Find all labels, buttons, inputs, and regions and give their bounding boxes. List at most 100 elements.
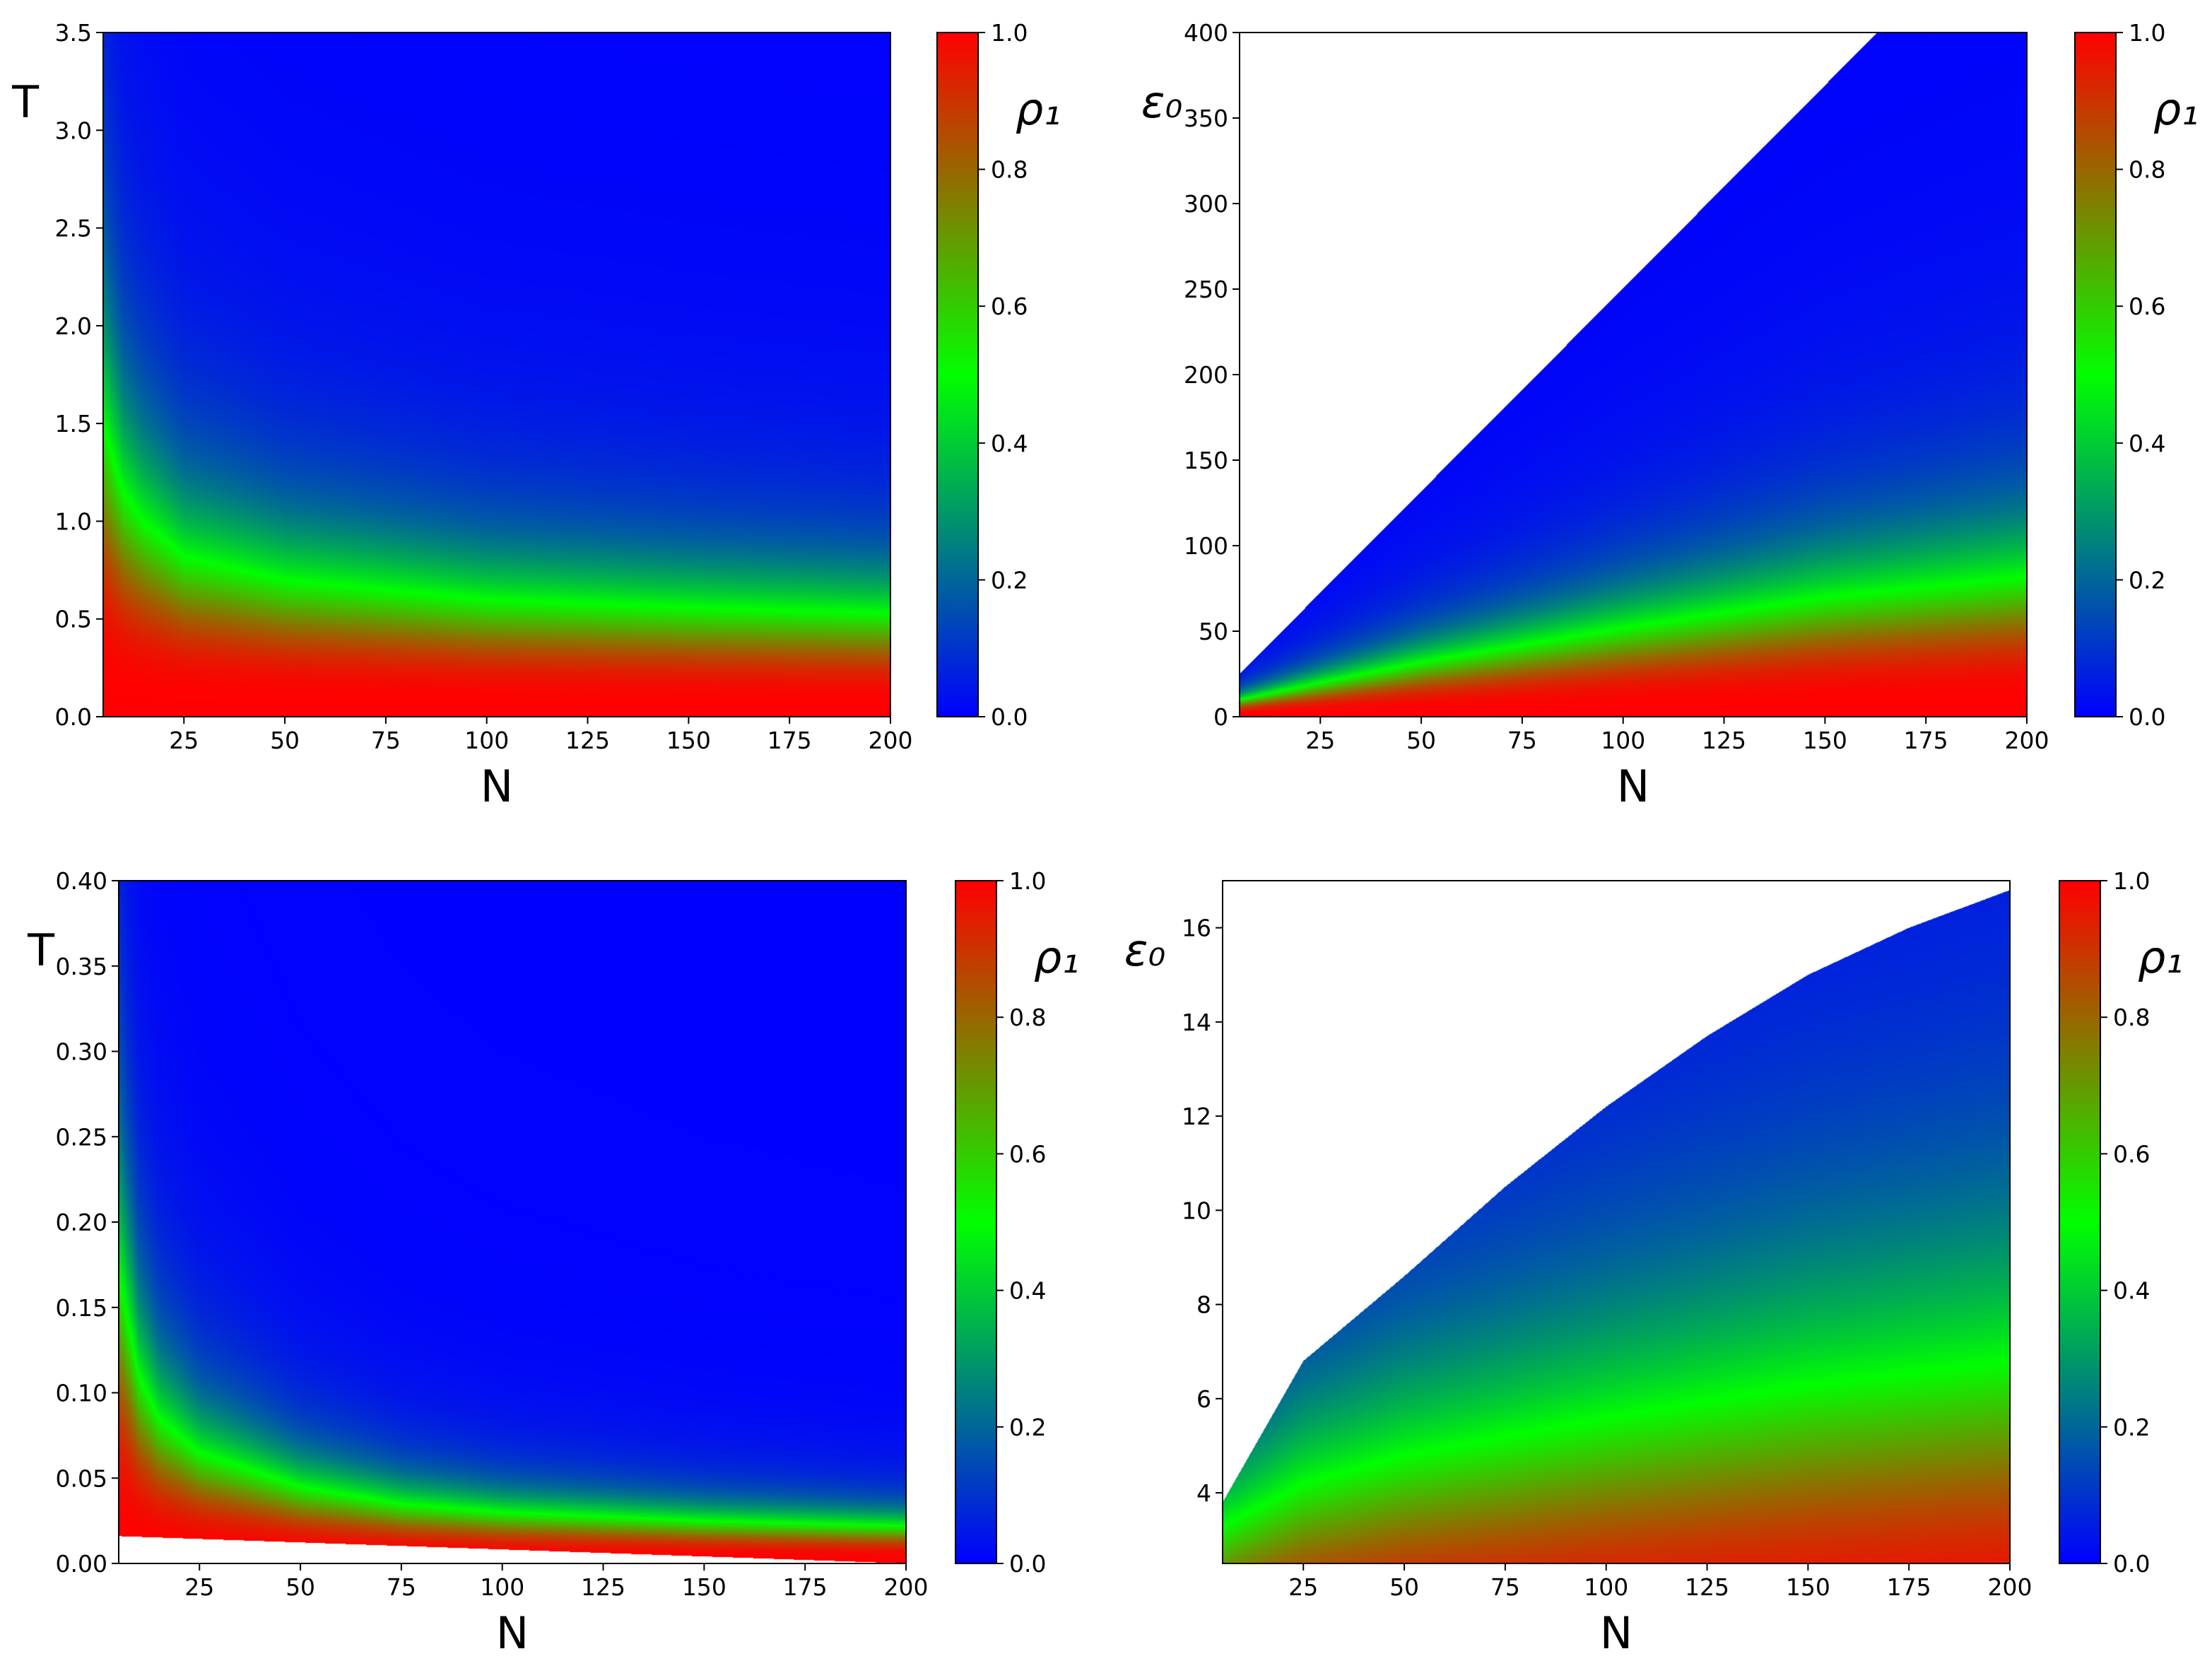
x-tick-label: 25 <box>169 727 199 754</box>
colorbar-ticks: 0.0 0.2 0.4 0.6 0.8 1.0 <box>996 867 1046 1578</box>
colorbar: 0.0 0.2 0.4 0.6 0.8 1.0 ρ₁ <box>2059 867 2183 1578</box>
heatmap-canvas <box>1223 881 2010 1563</box>
y-tick-label: 250 <box>1184 276 1228 303</box>
colorbar-ticks: 0.0 0.2 0.4 0.6 0.8 1.0 <box>978 19 1028 731</box>
heatmap-panel-top-left: 25 50 75 100 125 150 175 200 0.0 0.5 1.0 1.5 2.0 2.5 3… <box>11 19 1061 812</box>
y-tick-label: 0.10 <box>56 1380 107 1407</box>
colorbar-frame <box>936 32 979 717</box>
y-tick-label: 3.5 <box>55 19 92 47</box>
x-tick-label: 25 <box>1288 1573 1318 1601</box>
colorbar-tick-label: 0.6 <box>991 293 1028 320</box>
heatmap-panel-bottom-left: 25 50 75 100 125 150 175 200 0.00 0.05 0.10 0.15 0.2… <box>27 867 1079 1659</box>
y-tick-label: 2.5 <box>55 215 92 242</box>
y-tick-label: 2.0 <box>55 312 92 340</box>
axis-ticks: 25 50 75 100 125 150 175 200 0.00 0.05 0.10 0.15 0.2… <box>56 867 929 1601</box>
colorbar-tick-label: 0.4 <box>1009 1277 1046 1305</box>
x-tick-label: 75 <box>1507 727 1537 754</box>
colorbar-tick-label: 0.8 <box>1009 1004 1046 1031</box>
y-tick-label: 0.40 <box>56 867 107 895</box>
colorbar-tick-label: 1.0 <box>1009 867 1046 895</box>
colorbar-label: ρ₁ <box>2153 83 2199 135</box>
x-tick-label: 100 <box>480 1573 524 1601</box>
colorbar-tick-label: 0.4 <box>2129 430 2165 457</box>
colorbar-gradient <box>2059 881 2100 1563</box>
colorbar-ticks: 0.0 0.2 0.4 0.6 0.8 1.0 <box>2100 867 2150 1578</box>
heatmap-canvas <box>1240 33 2027 717</box>
colorbar-frame <box>2059 880 2101 1564</box>
x-axis-label: N <box>1600 1607 1632 1659</box>
colorbar-tick-label: 1.0 <box>2113 867 2150 895</box>
heatmap-canvas-wrapper <box>103 33 890 717</box>
colorbar-tick-label: 0.6 <box>2113 1140 2150 1168</box>
x-tick-label: 175 <box>767 727 812 754</box>
y-tick-label: 14 <box>1182 1009 1211 1036</box>
x-tick-label: 50 <box>1389 1573 1419 1601</box>
y-axis-label: T <box>27 925 55 976</box>
heatmap-canvas-wrapper <box>1223 881 2010 1563</box>
heatmap-panel-bottom-right: 25 50 75 100 125 150 175 200 4 6 8 10 12 14 16 N ε₀ 0.… <box>1124 867 2183 1659</box>
axis-ticks: 25 50 75 100 125 150 175 200 4 6 8 10 12 14 16 <box>1182 915 2032 1601</box>
x-tick-label: 200 <box>884 1573 929 1601</box>
heatmap-canvas-wrapper <box>119 881 906 1563</box>
heatmap-image <box>103 33 890 717</box>
y-tick-label: 400 <box>1184 19 1228 47</box>
axis-ticks: 25 50 75 100 125 150 175 200 0 50 100 150 200 250 300 3… <box>1184 19 2049 754</box>
colorbar-label: ρ₁ <box>1016 83 1061 135</box>
x-tick-label: 75 <box>1490 1573 1520 1601</box>
colorbar-tick-label: 0.8 <box>2129 156 2165 184</box>
y-tick-label: 0.25 <box>56 1123 107 1151</box>
colorbar-label: ρ₁ <box>2138 932 2183 983</box>
colorbar: 0.0 0.2 0.4 0.6 0.8 1.0 ρ₁ <box>2074 19 2199 731</box>
y-tick-label: 6 <box>1196 1385 1211 1413</box>
x-tick-label: 200 <box>869 727 913 754</box>
heatmap-image <box>119 881 906 1563</box>
colorbar-tick-label: 0.6 <box>2129 293 2165 320</box>
y-tick-label: 10 <box>1182 1197 1211 1224</box>
y-tick-label: 3.0 <box>55 117 92 144</box>
y-axis-label: ε₀ <box>1141 76 1182 128</box>
x-tick-label: 150 <box>666 727 711 754</box>
colorbar-tick-label: 0.0 <box>1009 1550 1046 1578</box>
x-tick-label: 50 <box>286 1573 315 1601</box>
y-tick-label: 8 <box>1196 1291 1211 1319</box>
y-tick-label: 150 <box>1184 447 1228 474</box>
colorbar-tick-label: 0.0 <box>991 703 1028 731</box>
axis-ticks: 25 50 75 100 125 150 175 200 0.0 0.5 1.0 1.5 2.0 2.5 3… <box>55 19 913 754</box>
colorbar-tick-label: 0.6 <box>1009 1140 1046 1168</box>
x-axis-label: N <box>481 761 513 812</box>
x-tick-label: 150 <box>682 1573 726 1601</box>
plot-frame <box>1222 880 2011 1564</box>
y-tick-label: 12 <box>1182 1103 1211 1130</box>
x-tick-label: 100 <box>1584 1573 1628 1601</box>
x-tick-label: 175 <box>783 1573 828 1601</box>
y-tick-label: 1.5 <box>55 410 92 438</box>
y-tick-label: 0.15 <box>56 1294 107 1322</box>
x-tick-label: 200 <box>2005 727 2049 754</box>
x-tick-label: 25 <box>1305 727 1335 754</box>
y-tick-label: 50 <box>1199 618 1228 645</box>
y-tick-label: 0 <box>1213 703 1228 731</box>
x-tick-label: 50 <box>270 727 300 754</box>
x-tick-label: 125 <box>1685 1573 1729 1601</box>
colorbar-tick-label: 0.8 <box>2113 1004 2150 1031</box>
y-tick-label: 1.0 <box>55 507 92 535</box>
colorbar-tick-label: 0.0 <box>2113 1550 2150 1578</box>
y-tick-label: 0.20 <box>56 1209 107 1236</box>
y-tick-label: 100 <box>1184 532 1228 560</box>
colorbar-frame <box>2074 32 2117 717</box>
y-tick-label: 0.05 <box>56 1465 107 1492</box>
x-tick-label: 100 <box>464 727 509 754</box>
heatmap-image <box>1223 881 2010 1563</box>
heatmap-canvas <box>103 33 890 717</box>
x-tick-label: 175 <box>1887 1573 1931 1601</box>
heatmap-image <box>1240 33 2027 717</box>
colorbar-tick-label: 0.4 <box>2113 1277 2150 1305</box>
x-tick-label: 175 <box>1904 727 1948 754</box>
colorbar-tick-label: 1.0 <box>2129 19 2165 47</box>
y-tick-label: 0.5 <box>55 606 92 633</box>
colorbar-tick-label: 0.4 <box>991 430 1028 457</box>
colorbar-label: ρ₁ <box>1034 932 1079 983</box>
x-axis-label: N <box>496 1607 529 1659</box>
colorbar: 0.0 0.2 0.4 0.6 0.8 1.0 ρ₁ <box>936 19 1061 731</box>
